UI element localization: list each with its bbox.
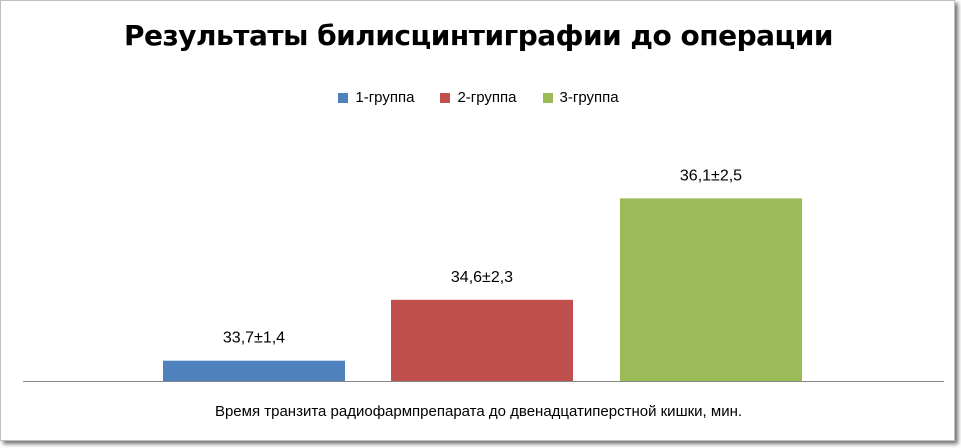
- legend-swatch-group-3: [542, 92, 553, 103]
- chart-title: Результаты билисцинтиграфии до операции: [123, 19, 834, 52]
- x-axis-label: Время транзита радиофармпрепарата до две…: [214, 403, 743, 420]
- legend-item-group-3: 3-группа: [542, 89, 619, 106]
- legend-swatch-group-2: [440, 92, 451, 103]
- data-label-group-2: 34,6±2,3: [451, 269, 513, 286]
- bar-group-3: [620, 198, 802, 381]
- data-label-group-1: 33,7±1,4: [223, 330, 285, 347]
- legend-item-group-1: 1-группа: [338, 89, 414, 106]
- legend-label-group-1: 1-группа: [355, 89, 415, 106]
- chart-frame: Результаты билисцинтиграфии до операции …: [0, 0, 955, 441]
- legend-label-group-2: 2-группа: [457, 89, 517, 106]
- chart-legend: 1-группа 2-группа 3-группа: [1, 89, 956, 106]
- legend-item-group-2: 2-группа: [440, 89, 517, 106]
- data-label-group-3: 36,1±2,5: [680, 167, 742, 184]
- bar-group-2: [391, 299, 573, 381]
- bar-group-1: [163, 360, 345, 381]
- legend-swatch-group-1: [338, 92, 349, 103]
- chart-plot-area: 33,7±1,4 34,6±2,3 36,1±2,5: [23, 167, 944, 382]
- legend-label-group-3: 3-группа: [559, 89, 619, 106]
